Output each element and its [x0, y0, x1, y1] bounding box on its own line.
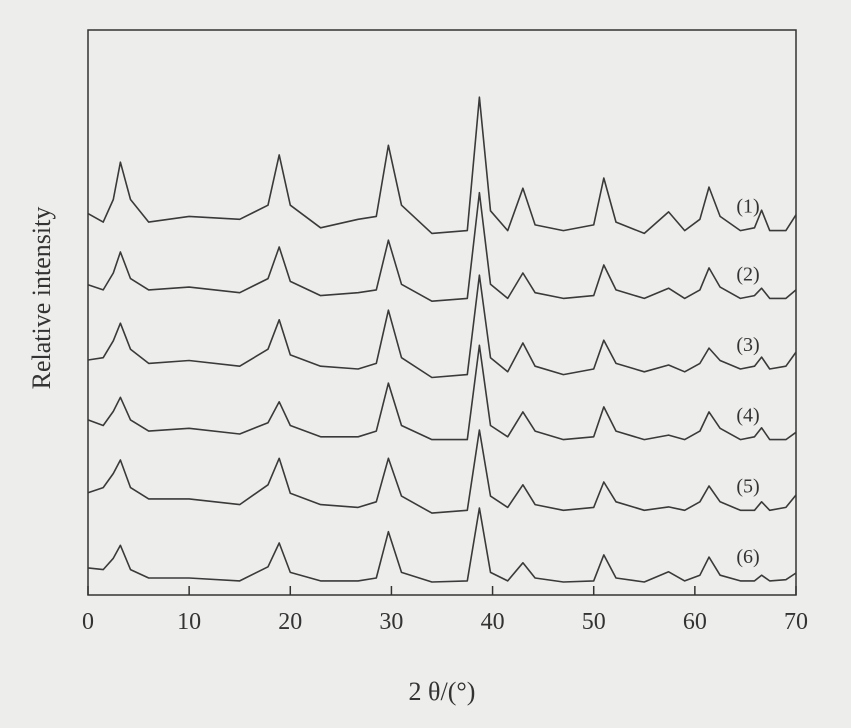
x-axis-label: 2 θ/(°): [409, 677, 476, 706]
x-tick-label: 10: [177, 609, 201, 635]
series-label: (2): [736, 263, 759, 285]
series-line: [87, 96, 797, 235]
x-tick-label: 20: [278, 609, 302, 635]
series-line: [87, 344, 797, 441]
x-tick-label: 0: [82, 609, 94, 635]
series-line: [87, 507, 797, 583]
series-label: (3): [736, 334, 759, 356]
series-label: (1): [736, 196, 759, 218]
x-tick-label: 60: [683, 609, 707, 635]
series-label: (4): [736, 405, 759, 427]
series-label: (5): [736, 475, 759, 497]
x-tick-label: 30: [379, 609, 403, 635]
series-line: [87, 429, 797, 514]
x-tick-label: 40: [481, 609, 505, 635]
plot-frame: [87, 29, 797, 596]
y-axis-label: Relative intensity: [27, 207, 56, 390]
x-tick-label: 70: [784, 609, 808, 635]
series-label: (6): [736, 546, 759, 568]
series-line: [87, 191, 797, 302]
series-line: [87, 274, 797, 379]
x-tick-label: 50: [582, 609, 606, 635]
